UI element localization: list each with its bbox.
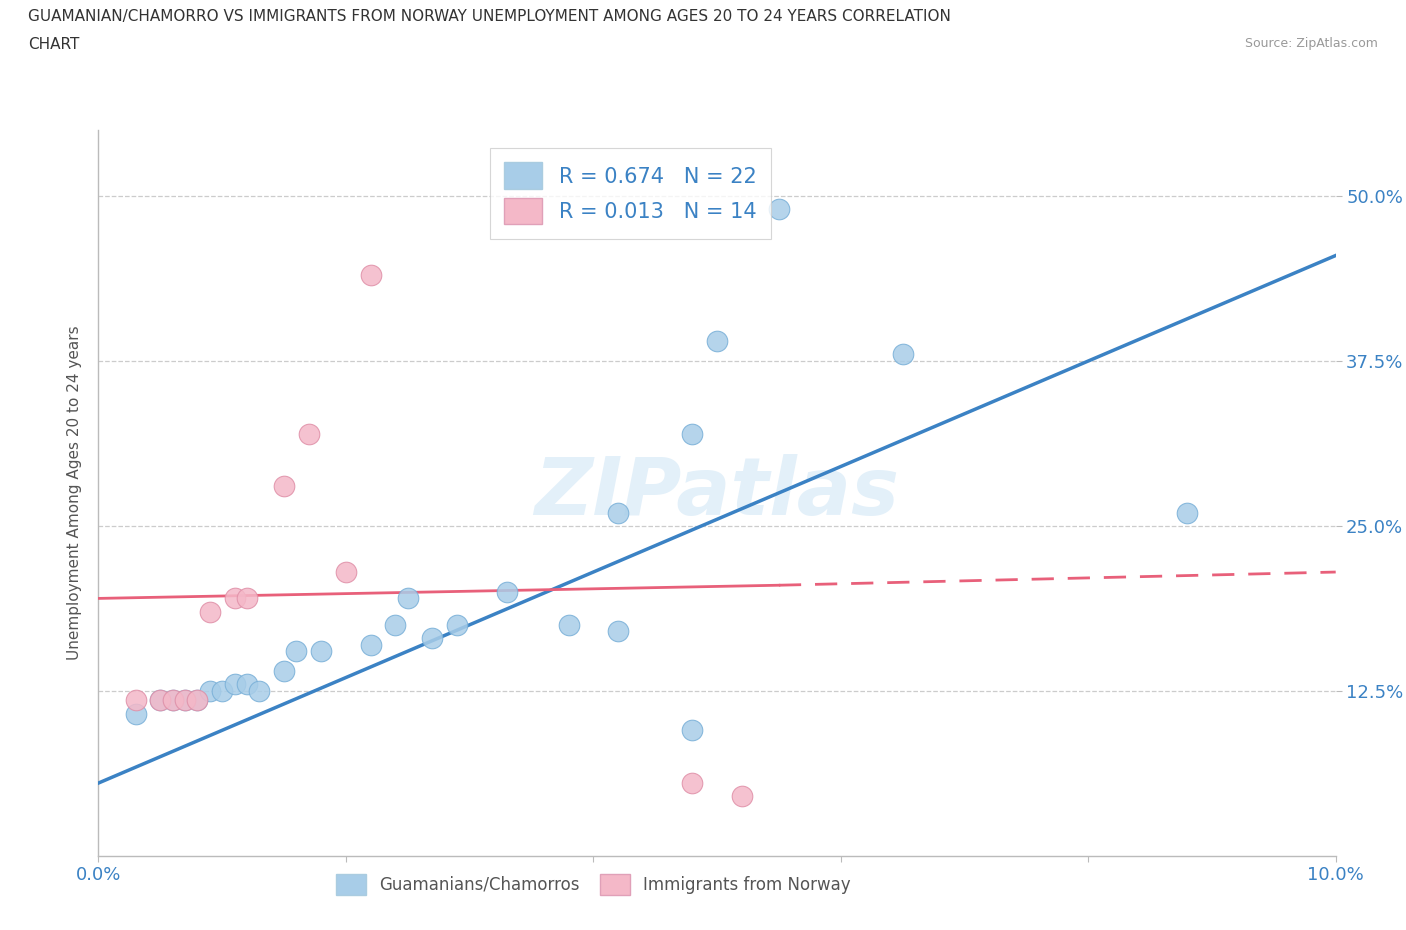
Point: [768, 202, 790, 217]
Point: [211, 684, 233, 698]
Point: [396, 591, 419, 605]
Point: [162, 693, 184, 708]
Point: [422, 631, 444, 645]
Point: [495, 584, 517, 599]
Point: [446, 618, 468, 632]
Point: [162, 693, 184, 708]
Text: Source: ZipAtlas.com: Source: ZipAtlas.com: [1244, 37, 1378, 50]
Text: ZIPatlas: ZIPatlas: [534, 454, 900, 532]
Point: [335, 565, 357, 579]
Point: [247, 684, 270, 698]
Point: [681, 723, 703, 737]
Point: [149, 693, 172, 708]
Point: [731, 789, 754, 804]
Point: [891, 347, 914, 362]
Point: [174, 693, 197, 708]
Point: [607, 624, 630, 639]
Point: [557, 618, 579, 632]
Point: [384, 618, 406, 632]
Point: [186, 693, 208, 708]
Point: [1175, 505, 1198, 520]
Point: [198, 684, 221, 698]
Point: [607, 505, 630, 520]
Point: [681, 776, 703, 790]
Point: [273, 479, 295, 494]
Point: [360, 637, 382, 652]
Point: [224, 591, 246, 605]
Point: [186, 693, 208, 708]
Point: [298, 426, 321, 441]
Point: [273, 663, 295, 678]
Point: [174, 693, 197, 708]
Point: [124, 707, 146, 722]
Point: [224, 677, 246, 692]
Text: CHART: CHART: [28, 37, 80, 52]
Point: [681, 426, 703, 441]
Point: [309, 644, 332, 658]
Point: [360, 268, 382, 283]
Text: GUAMANIAN/CHAMORRO VS IMMIGRANTS FROM NORWAY UNEMPLOYMENT AMONG AGES 20 TO 24 YE: GUAMANIAN/CHAMORRO VS IMMIGRANTS FROM NO…: [28, 9, 950, 24]
Point: [236, 677, 259, 692]
Point: [285, 644, 308, 658]
Y-axis label: Unemployment Among Ages 20 to 24 years: Unemployment Among Ages 20 to 24 years: [66, 326, 82, 660]
Point: [149, 693, 172, 708]
Legend: Guamanians/Chamorros, Immigrants from Norway: Guamanians/Chamorros, Immigrants from No…: [329, 867, 858, 902]
Point: [706, 334, 728, 349]
Point: [198, 604, 221, 619]
Point: [124, 693, 146, 708]
Point: [236, 591, 259, 605]
